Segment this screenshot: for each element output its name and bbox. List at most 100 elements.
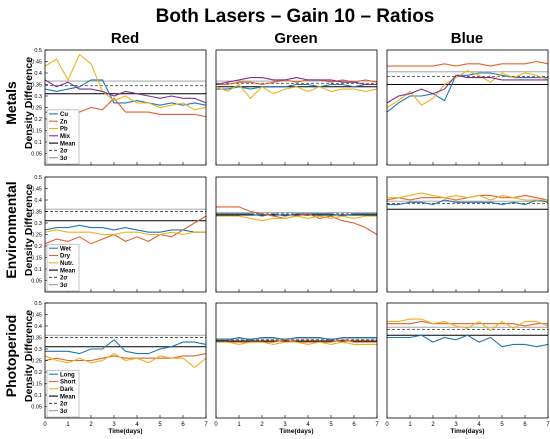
- x-tick-label: 2: [260, 422, 264, 428]
- legend-box: [46, 369, 80, 418]
- series-line: [216, 206, 378, 235]
- series-line: [216, 83, 377, 90]
- y-tick-label: 0.1: [34, 140, 42, 146]
- series-line: [387, 334, 549, 348]
- legend-label: Nutr.: [60, 261, 74, 267]
- x-tick-label: 1: [408, 422, 412, 428]
- x-tick-label: 1: [237, 422, 241, 428]
- series-line: [387, 192, 548, 201]
- y-tick-label: 0.4: [34, 324, 42, 330]
- x-tick-label: 7: [375, 422, 379, 428]
- series-line: [387, 60, 549, 67]
- legend-label: Wet: [60, 246, 71, 252]
- legend-label: 3σ: [60, 283, 67, 289]
- x-tick-label: 0: [214, 422, 218, 428]
- series-line: [44, 79, 207, 104]
- series-line: [44, 79, 207, 106]
- series-line: [387, 199, 549, 206]
- series-line: [216, 336, 377, 341]
- series-line: [386, 70, 549, 108]
- x-axis-label: Time(days): [450, 428, 484, 435]
- x-tick-label: 3: [112, 422, 116, 428]
- y-tick-label: 0.2: [34, 244, 42, 250]
- y-tick-label: 0.45: [31, 313, 42, 319]
- legend-label: Cu: [60, 112, 68, 118]
- series-line: [215, 83, 378, 100]
- panel-frame: [215, 49, 378, 166]
- panel-frame: [215, 302, 378, 419]
- y-tick-label: 0.15: [31, 129, 42, 135]
- chart-panel: [215, 176, 378, 293]
- legend-label: 3σ: [60, 409, 67, 415]
- y-tick-label: 0.2: [34, 370, 42, 376]
- series-line: [216, 213, 377, 217]
- legend-label: Dark: [60, 387, 74, 393]
- y-tick-label: 0.05: [31, 279, 42, 285]
- x-tick-label: 3: [454, 422, 458, 428]
- x-tick-label: 3: [283, 422, 287, 428]
- y-tick-label: 0.4: [34, 198, 42, 204]
- legend-label: 3σ: [60, 156, 67, 162]
- x-tick-label: 5: [158, 422, 162, 428]
- chart-panel: [215, 49, 378, 166]
- legend-label: Pb: [60, 127, 68, 133]
- series-line: [44, 229, 206, 236]
- legend-label: Zn: [60, 119, 68, 125]
- y-tick-label: 0.15: [31, 256, 42, 262]
- y-tick-label: 0.5: [34, 48, 42, 54]
- y-tick-label: 0.05: [31, 152, 42, 158]
- legend-label: Short: [60, 380, 76, 386]
- legend-box: [46, 109, 80, 165]
- x-tick-label: 0: [43, 422, 47, 428]
- legend-label: Mean: [60, 141, 76, 147]
- x-tick-label: 7: [204, 422, 208, 428]
- y-tick-label: 0.45: [31, 60, 42, 66]
- series-line: [44, 224, 206, 233]
- x-tick-label: 2: [89, 422, 93, 428]
- row-title: Photoperiod: [3, 315, 19, 397]
- x-tick-label: 6: [181, 422, 185, 428]
- x-axis-label: Time(days): [108, 428, 142, 435]
- x-tick-label: 5: [329, 422, 333, 428]
- series-line: [44, 53, 207, 111]
- panel-frame: [386, 176, 549, 293]
- x-tick-label: 2: [431, 422, 435, 428]
- x-tick-label: 6: [352, 422, 356, 428]
- x-tick-label: 0: [385, 422, 389, 428]
- column-title-green: Green: [274, 30, 317, 47]
- y-tick-label: 0.4: [34, 71, 42, 77]
- legend-box: [46, 243, 80, 292]
- column-title-red: Red: [111, 30, 139, 47]
- series-line: [386, 74, 548, 104]
- series-line: [216, 341, 377, 345]
- chart-panel: 0.05 0.1 0.15 0.2 0.25 0.3 0.35 0.4 0.45 0.5 Wet Dr…: [31, 175, 207, 293]
- row-title: Metals: [3, 81, 19, 125]
- series-line: [216, 79, 378, 86]
- column-title-blue: Blue: [451, 30, 484, 47]
- legend-label: Mix: [60, 134, 71, 140]
- x-tick-label: 4: [306, 422, 310, 428]
- legend-label: Long: [60, 372, 75, 378]
- x-tick-label: 7: [546, 422, 550, 428]
- y-tick-label: 0.3: [34, 347, 42, 353]
- series-line: [44, 353, 207, 362]
- y-tick-label: 0.35: [31, 336, 42, 342]
- series-line: [215, 77, 377, 86]
- chart-panel: [386, 49, 549, 166]
- y-tick-label: 0.5: [34, 175, 42, 181]
- y-tick-label: 0.3: [34, 94, 42, 100]
- y-tick-label: 0.2: [34, 117, 42, 123]
- legend-label: Mean: [60, 394, 76, 400]
- legend-label: 2σ: [60, 149, 67, 155]
- panel-frame: [386, 49, 549, 166]
- legend-label: Mean: [60, 268, 76, 274]
- y-tick-label: 0.1: [34, 393, 42, 399]
- x-tick-label: 1: [66, 422, 70, 428]
- y-tick-label: 0.25: [31, 233, 42, 239]
- chart-panel: [386, 176, 549, 293]
- panel-frame: [386, 302, 549, 419]
- y-axis-label: Density Difference: [23, 310, 35, 402]
- y-tick-label: 0.25: [31, 106, 42, 112]
- legend-label: 2σ: [60, 276, 67, 282]
